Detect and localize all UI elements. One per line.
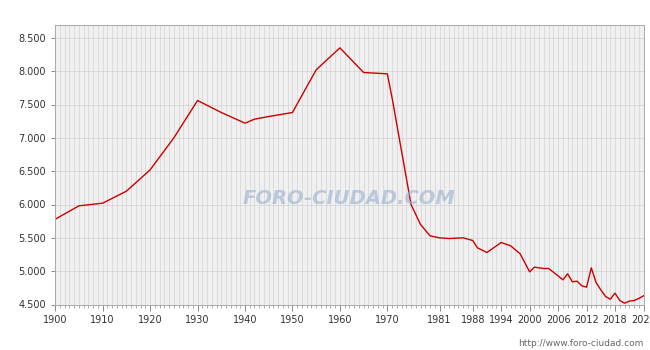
Text: http://www.foro-ciudad.com: http://www.foro-ciudad.com [518, 339, 644, 348]
Text: FORO-CIUDAD.COM: FORO-CIUDAD.COM [243, 189, 456, 208]
Text: Cortegana (Municipio) - Evolucion del numero de Habitantes: Cortegana (Municipio) - Evolucion del nu… [93, 8, 557, 21]
